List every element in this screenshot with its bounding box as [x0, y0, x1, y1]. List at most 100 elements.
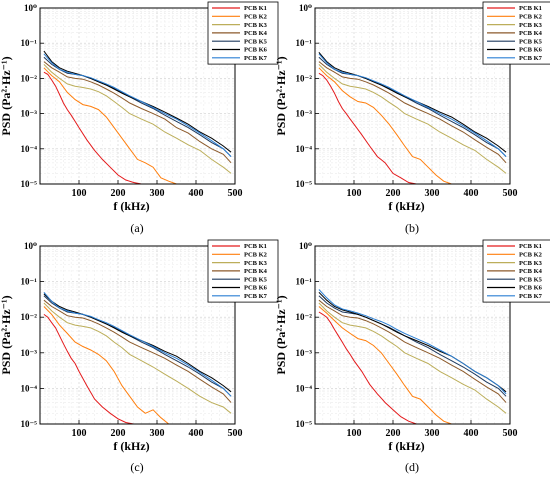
y-tick-label: 10⁻⁴ [21, 383, 38, 393]
y-tick-label: 10⁻⁵ [21, 419, 38, 429]
x-tick-label: 500 [503, 428, 518, 439]
x-tick-label: 500 [503, 188, 518, 199]
series-line-pcb-k3 [43, 302, 232, 414]
series-line-pcb-k3 [43, 64, 232, 174]
legend-label: PCB K7 [519, 55, 543, 62]
plot-frame [314, 245, 511, 425]
x-tick-label: 200 [111, 188, 126, 199]
y-tick-label: 10⁻⁵ [21, 179, 38, 189]
legend-label: PCB K3 [519, 22, 543, 29]
x-axis-label: f (kHz) [113, 199, 149, 213]
y-tick-label: 10⁻¹ [21, 277, 38, 287]
legend-label: PCB K4 [244, 30, 268, 37]
legend-label: PCB K4 [519, 268, 543, 275]
legend-label: PCB K5 [519, 38, 543, 45]
y-tick-label: 10⁻⁴ [296, 144, 313, 154]
y-tick-label: 10⁻² [21, 312, 38, 322]
x-tick-label: 500 [228, 428, 243, 439]
series-line-pcb-k2 [43, 306, 170, 424]
y-axis-label: PSD (Pa²·Hz⁻¹) [274, 56, 288, 135]
legend-label: PCB K3 [519, 260, 543, 267]
y-tick-label: 10⁻⁴ [296, 383, 313, 393]
series-line-pcb-k4 [318, 299, 507, 403]
legend-box [482, 1, 550, 65]
series-line-pcb-k6 [43, 293, 232, 393]
legend-label: PCB K5 [244, 276, 268, 283]
series-line-pcb-k4 [43, 61, 232, 164]
x-tick-label: 300 [425, 428, 440, 439]
series-line-pcb-k7 [318, 53, 507, 157]
y-tick-label: 10⁻¹ [296, 277, 313, 287]
legend-label: PCB K1 [519, 5, 542, 12]
series-line-pcb-k1 [318, 72, 417, 184]
plot-frame [39, 7, 236, 185]
series-line-pcb-k2 [318, 306, 452, 424]
legend-label: PCB K4 [519, 30, 543, 37]
series-line-pcb-k1 [318, 311, 425, 424]
legend-label: PCB K2 [244, 252, 267, 259]
legend-label: PCB K3 [244, 260, 268, 267]
series-line-pcb-k2 [318, 67, 452, 184]
x-tick-label: 200 [386, 188, 401, 199]
y-axis-label: PSD (Pa²·Hz⁻¹) [274, 295, 288, 374]
y-tick-label: 10⁻¹ [21, 38, 38, 48]
y-tick-label: 10⁻⁴ [21, 144, 38, 154]
chart-panel: 10⁻⁵ 10⁻⁴ 10⁻³ 10⁻² 10⁻¹ 10⁰ 100 200 300 400 500 f … [274, 239, 550, 474]
series-line-pcb-k5 [318, 295, 507, 397]
x-tick-label: 400 [189, 188, 204, 199]
series-line-pcb-k5 [43, 56, 232, 157]
x-tick-label: 400 [464, 428, 479, 439]
y-tick-label: 10⁰ [299, 241, 312, 251]
plot-frame [314, 7, 511, 185]
y-tick-label: 10⁻⁵ [296, 179, 313, 189]
legend-label: PCB K3 [244, 22, 268, 29]
x-tick-label: 100 [72, 188, 87, 199]
x-tick-label: 100 [347, 428, 362, 439]
x-tick-label: 300 [150, 188, 165, 199]
y-tick-label: 10⁰ [24, 241, 37, 251]
x-tick-label: 500 [228, 188, 243, 199]
series-line-pcb-k7 [43, 291, 232, 397]
y-tick-label: 10⁻³ [21, 109, 38, 119]
y-tick-label: 10⁻² [21, 73, 38, 83]
legend-label: PCB K4 [244, 268, 268, 275]
series-line-pcb-k4 [43, 299, 232, 403]
chart-panel: 10⁻⁵ 10⁻⁴ 10⁻³ 10⁻² 10⁻¹ 10⁰ 100 200 300 400 500 f … [0, 239, 279, 474]
y-tick-label: 10⁰ [24, 3, 37, 13]
legend-label: PCB K1 [244, 243, 267, 250]
legend-label: PCB K2 [519, 252, 542, 259]
legend-label: PCB K6 [519, 285, 543, 292]
y-axis-label: PSD (Pa²·Hz⁻¹) [0, 56, 13, 135]
chart-panel: 10⁻⁵ 10⁻⁴ 10⁻³ 10⁻² 10⁻¹ 10⁰ 100 200 300 400 500 f … [274, 1, 550, 235]
y-tick-label: 10⁻² [296, 312, 313, 322]
series-line-pcb-k1 [43, 313, 134, 424]
x-tick-label: 400 [189, 428, 204, 439]
series-line-pcb-k3 [318, 302, 507, 414]
legend-label: PCB K5 [244, 38, 268, 45]
legend-label: PCB K6 [244, 47, 268, 54]
series-line-pcb-k7 [318, 289, 507, 395]
x-tick-label: 200 [111, 428, 126, 439]
y-tick-label: 10⁻³ [296, 348, 313, 358]
legend-label: PCB K1 [519, 243, 542, 250]
series-line-pcb-k5 [318, 56, 507, 157]
y-axis-label: PSD (Pa²·Hz⁻¹) [0, 295, 13, 374]
series-line-pcb-k1 [43, 71, 142, 184]
series-line-pcb-k2 [43, 67, 177, 184]
x-tick-label: 300 [425, 188, 440, 199]
series-line-pcb-k6 [43, 50, 232, 153]
legend-label: PCB K7 [519, 293, 543, 300]
panel-label: (d) [405, 460, 419, 474]
x-axis-label: f (kHz) [388, 439, 424, 453]
plot-frame [39, 245, 236, 425]
x-tick-label: 200 [386, 428, 401, 439]
legend-label: PCB K5 [519, 276, 543, 283]
series-line-pcb-k5 [43, 295, 232, 397]
panel-label: (b) [405, 221, 419, 235]
series-line-pcb-k3 [318, 64, 507, 174]
y-tick-label: 10⁻² [296, 73, 313, 83]
x-tick-label: 100 [72, 428, 87, 439]
y-tick-label: 10⁻¹ [296, 38, 313, 48]
chart-panel: 10⁻⁵ 10⁻⁴ 10⁻³ 10⁻² 10⁻¹ 10⁰ 100 200 300 400 500 f … [0, 1, 279, 235]
